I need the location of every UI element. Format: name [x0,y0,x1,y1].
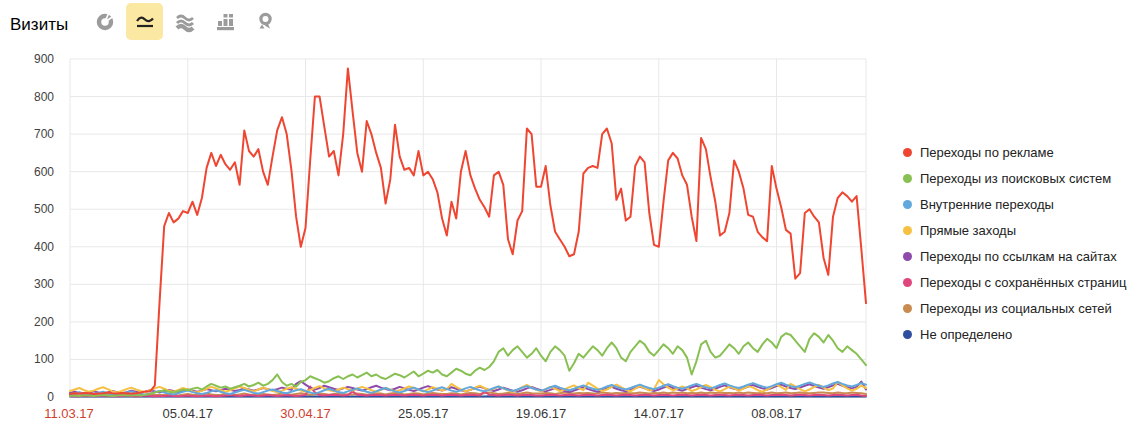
legend-label: Переходы с сохранённых страниц [920,275,1126,290]
y-tick-label: 700 [34,127,54,141]
legend-color-dot [903,252,912,261]
legend-item[interactable]: Переходы по рекламе [903,139,1126,165]
legend-color-dot [903,148,912,157]
series-line[interactable] [70,68,866,394]
legend-color-dot [903,200,912,209]
x-tick-label: 11.03.17 [44,406,94,421]
legend-color-dot [903,278,912,287]
legend-item[interactable]: Не определено [903,321,1126,347]
legend-item[interactable]: Внутренние переходы [903,191,1126,217]
x-tick-label: 14.07.17 [633,406,684,421]
x-tick-label: 25.05.17 [398,406,449,421]
legend-item[interactable]: Переходы по ссылкам на сайтах [903,243,1126,269]
x-tick-label: 19.06.17 [516,406,567,421]
legend-item[interactable]: Прямые заходы [903,217,1126,243]
legend-label: Внутренние переходы [920,197,1054,212]
y-tick-label: 900 [34,52,54,66]
legend-color-dot [903,226,912,235]
legend-item[interactable]: Переходы из поисковых систем [903,165,1126,191]
x-tick-label: 30.04.17 [280,406,331,421]
legend-item[interactable]: Переходы с сохранённых страниц [903,269,1126,295]
y-tick-label: 100 [34,352,54,366]
y-tick-label: 200 [34,315,54,329]
legend-label: Переходы из социальных сетей [920,301,1112,316]
y-tick-label: 500 [34,202,54,216]
legend-color-dot [903,330,912,339]
chart-legend: Переходы по рекламе Переходы из поисковых… [903,139,1126,347]
y-tick-label: 600 [34,165,54,179]
y-tick-label: 300 [34,277,54,291]
y-tick-label: 0 [47,390,54,404]
legend-label: Не определено [920,327,1012,342]
legend-label: Переходы из поисковых систем [920,171,1111,186]
legend-item[interactable]: Переходы из социальных сетей [903,295,1126,321]
legend-label: Переходы по ссылкам на сайтах [920,249,1117,264]
y-tick-label: 400 [34,240,54,254]
legend-label: Переходы по рекламе [920,145,1054,160]
y-tick-label: 800 [34,90,54,104]
x-tick-label: 08.08.17 [751,406,802,421]
x-tick-label: 05.04.17 [162,406,213,421]
legend-color-dot [903,304,912,313]
legend-label: Прямые заходы [920,223,1016,238]
legend-color-dot [903,174,912,183]
